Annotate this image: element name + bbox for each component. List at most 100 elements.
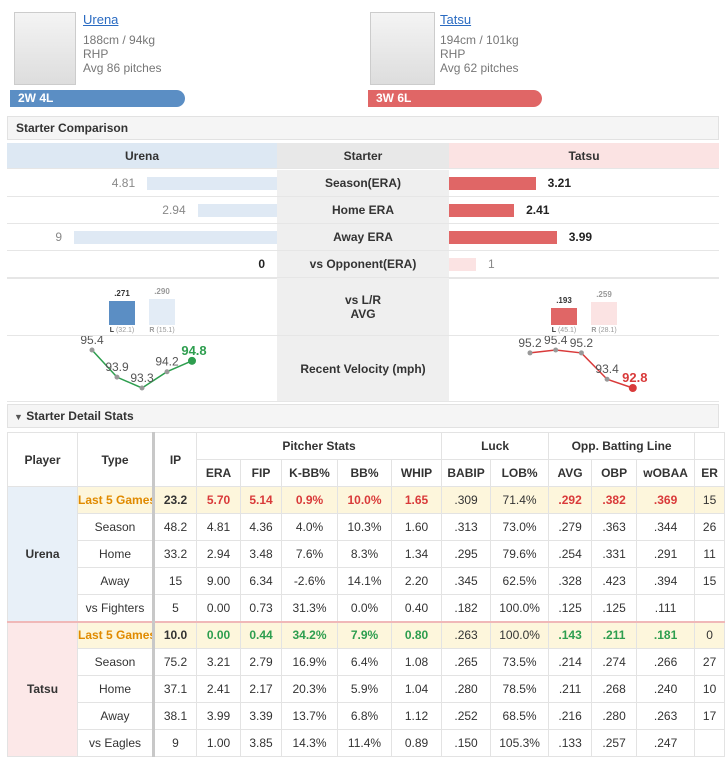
stat-cell: -2.6%: [281, 567, 338, 595]
player-name-link[interactable]: Urena: [83, 12, 119, 27]
column-header: ER: [694, 459, 726, 487]
data-row: Away 15 9.00 6.34 -2.6% 14.1% 2.20.345 62.5% .32…: [8, 567, 726, 595]
stat-cell: .345: [441, 567, 492, 595]
stat-cell: .216: [548, 702, 593, 730]
stat-cell: 3.21: [196, 648, 241, 676]
stat-cell: 0.9%: [281, 486, 338, 514]
stat-cell: 1.04: [390, 675, 443, 703]
stat-cell: 75.2: [153, 648, 197, 676]
player-name-link[interactable]: Tatsu: [440, 12, 472, 27]
group-header: Pitcher Stats: [195, 432, 443, 460]
stat-cell: 5: [153, 594, 197, 622]
header-row: ERA FIP K-BB% BB% WHIP BABIP LOB% AVG OBP wOBAA ER: [8, 459, 726, 487]
column-header: BABIP: [441, 459, 492, 487]
column-header: BB%: [337, 459, 392, 487]
hand: L: [109, 327, 115, 334]
stat-cell: 1.60: [390, 513, 443, 541]
stat-cell: 2.17: [240, 675, 282, 703]
stat-cell: .328: [548, 567, 593, 595]
stat-cell: 20.3%: [281, 675, 338, 703]
column-header: LOB%: [490, 459, 550, 487]
stat-cell: .143: [548, 620, 593, 649]
section-header: Starter Comparison: [7, 116, 719, 140]
sample: (15.1): [156, 327, 175, 334]
stat-cell: 0: [694, 620, 726, 649]
stat-cell: .266: [636, 648, 696, 676]
stat-cell: 100.0%: [490, 620, 550, 649]
data-row: vs Fighters 5 0.00 0.73 31.3% 0.0% 0.40.182 100…: [8, 594, 726, 622]
left-cell: 2.94: [7, 197, 277, 224]
hand: R: [149, 327, 155, 334]
stat-cell: .268: [591, 675, 638, 703]
velocity-label: 93.3: [130, 371, 154, 385]
stat-cell: 105.3%: [490, 729, 550, 757]
right-cell: 2.41: [449, 197, 719, 224]
stat-cell: .313: [441, 513, 492, 541]
stat-cell: .291: [636, 540, 696, 568]
data-row: Home 33.2 2.94 3.48 7.6% 8.3% 1.34.295 79.6% .25…: [8, 540, 726, 568]
stat-cell: .292: [548, 486, 593, 514]
stat-cell: 33.2: [153, 540, 197, 568]
stat-cell: 7.6%: [281, 540, 338, 568]
stat-cell: 15: [153, 567, 197, 595]
stat-cell: .257: [591, 729, 638, 757]
row-label: vs Opponent(ERA): [277, 251, 449, 278]
stat-cell: 3.99: [196, 702, 241, 730]
type-cell: vs Fighters: [77, 594, 155, 622]
stat-cell: 5.70: [196, 486, 241, 514]
sample: (28.1): [598, 327, 617, 334]
stat-cell: 9: [153, 729, 197, 757]
stat-cell: .382: [591, 486, 638, 514]
stat-cell: .265: [441, 648, 492, 676]
type-cell: Last 5 Games: [77, 620, 155, 649]
value-label: 0: [258, 257, 265, 271]
data-row: Home 37.1 2.41 2.17 20.3% 5.9% 1.04.280 78.5% .2…: [8, 675, 726, 703]
velocity-cell: [7, 336, 277, 402]
stat-cell: 15: [694, 567, 726, 595]
stat-cell: 6.4%: [337, 648, 392, 676]
stat-cell: 15: [694, 486, 726, 514]
bar: [449, 203, 515, 217]
section-title: Starter Detail Stats: [26, 409, 134, 423]
stat-cell: 73.5%: [490, 648, 550, 676]
stat-cell: 31.3%: [281, 594, 338, 622]
stat-cell: .263: [636, 702, 696, 730]
right-cell: 1: [449, 251, 719, 278]
value-label: 4.81: [111, 176, 136, 190]
stat-cell: .211: [591, 620, 638, 649]
stat-cell: .309: [441, 486, 492, 514]
data-row: Tatsu Last 5 Games 10.0 0.00 0.44 34.2% 7.9% 0.…: [7, 620, 726, 757]
split-bar: [591, 301, 617, 325]
stat-cell: 38.1: [153, 702, 197, 730]
stat-cell: 2.20: [390, 567, 443, 595]
stat-cell: 0.00: [196, 594, 241, 622]
player-cell: Tatsu: [7, 620, 78, 757]
split-label-line: vs L/R: [344, 292, 381, 307]
stat-cell: 10.3%: [337, 513, 392, 541]
stat-cell: .263: [441, 620, 492, 649]
stat-cell: 11.4%: [337, 729, 392, 757]
split-cell: [449, 278, 719, 336]
left-cell: 0: [7, 251, 277, 278]
stat-cell: 0.44: [240, 620, 282, 649]
stat-cell: .274: [591, 648, 638, 676]
bar: [449, 230, 557, 244]
row-label: Season(ERA): [277, 170, 449, 197]
split-label: vs L/R AVG: [277, 278, 449, 336]
section-header[interactable]: ▼ Starter Detail Stats: [7, 404, 719, 428]
stat-cell: 5.14: [240, 486, 282, 514]
value-label: 3.99: [568, 230, 593, 244]
velocity-point: [139, 385, 145, 391]
stat-cell: 11: [694, 540, 726, 568]
velocity-label: 93.9: [105, 360, 129, 374]
split-value: .290: [154, 286, 170, 296]
type-cell: Away: [77, 702, 155, 730]
stat-cell: 1.12: [390, 702, 443, 730]
column-header: Player: [7, 432, 78, 487]
velocity-point: [164, 369, 170, 375]
type-cell: vs Eagles: [77, 729, 155, 757]
detail-table: Player Type IP Pitcher Stats Luck Opp. Battin…: [7, 432, 726, 757]
stat-cell: 16.9%: [281, 648, 338, 676]
type-cell: Season: [77, 648, 155, 676]
